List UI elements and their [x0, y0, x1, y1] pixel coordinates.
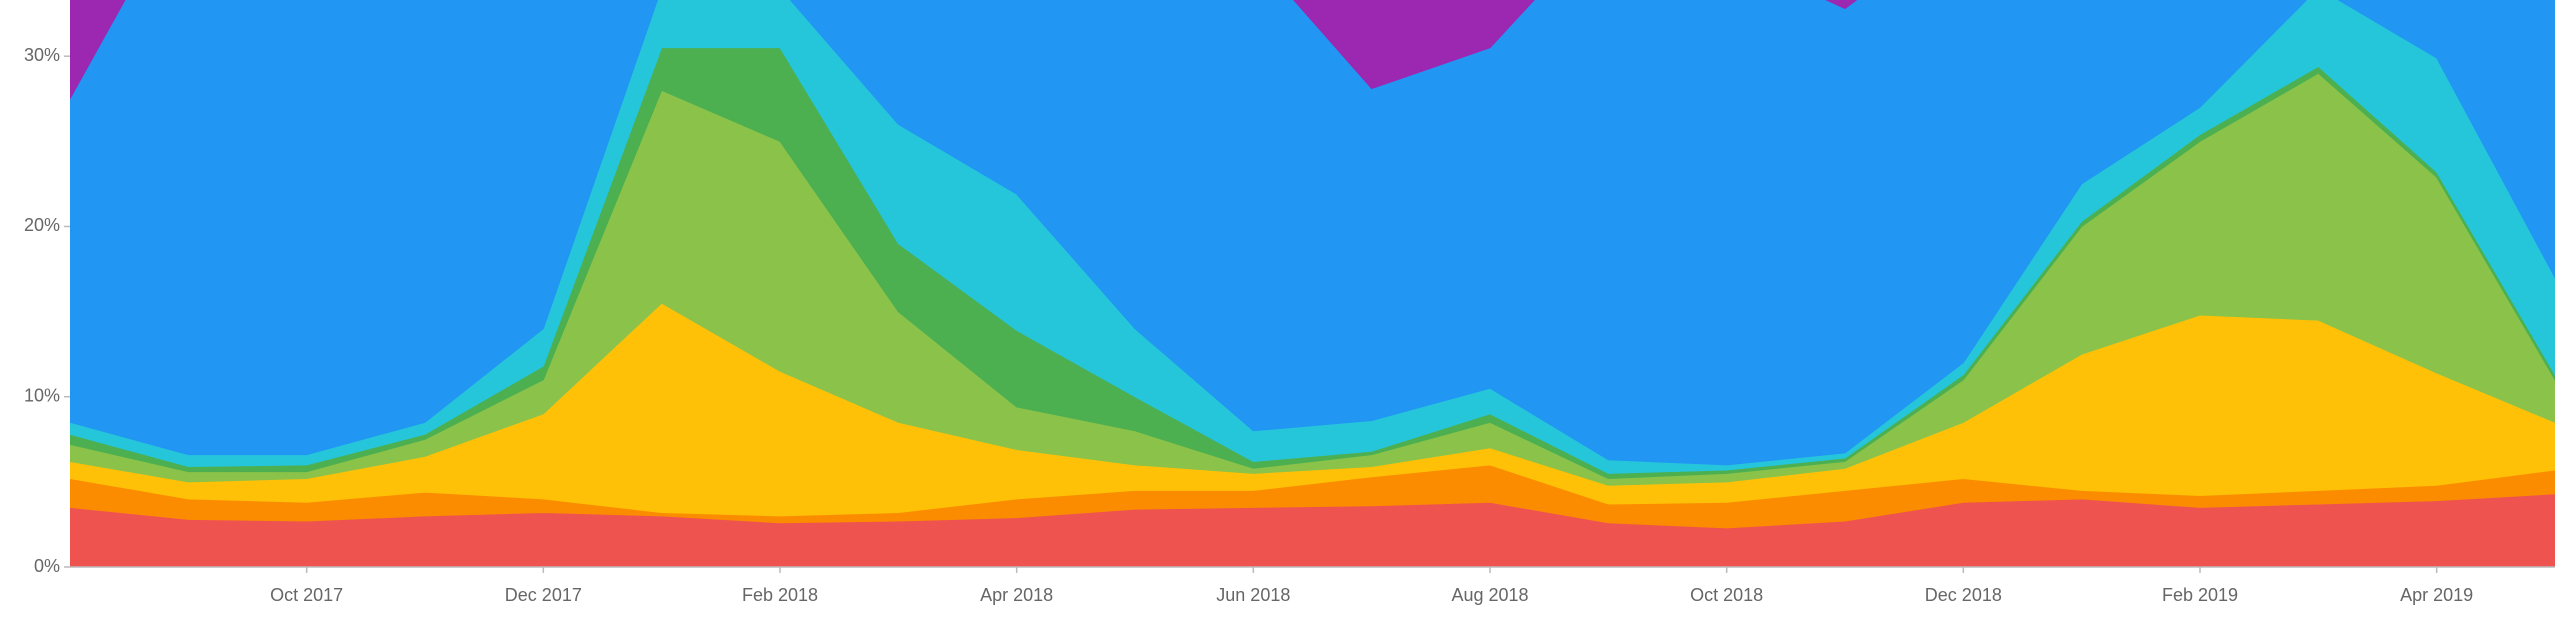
area: [70, 0, 1858, 100]
y-tick-label: 20%: [24, 215, 60, 235]
y-tick-label: 10%: [24, 385, 60, 405]
x-tick-label: Jun 2018: [1216, 585, 1290, 605]
x-tick-label: Dec 2017: [505, 585, 582, 605]
x-tick-label: Oct 2018: [1690, 585, 1763, 605]
y-tick-label: 30%: [24, 45, 60, 65]
x-tick-label: Feb 2019: [2162, 585, 2238, 605]
x-tick-label: Apr 2018: [980, 585, 1053, 605]
x-tick-label: Aug 2018: [1451, 585, 1528, 605]
x-tick-label: Dec 2018: [1925, 585, 2002, 605]
y-tick-label: 0%: [34, 556, 60, 576]
x-tick-label: Apr 2019: [2400, 585, 2473, 605]
plot-area: [70, 0, 2555, 567]
x-tick-label: Oct 2017: [270, 585, 343, 605]
area: [70, 0, 2555, 466]
x-tick-label: Feb 2018: [742, 585, 818, 605]
